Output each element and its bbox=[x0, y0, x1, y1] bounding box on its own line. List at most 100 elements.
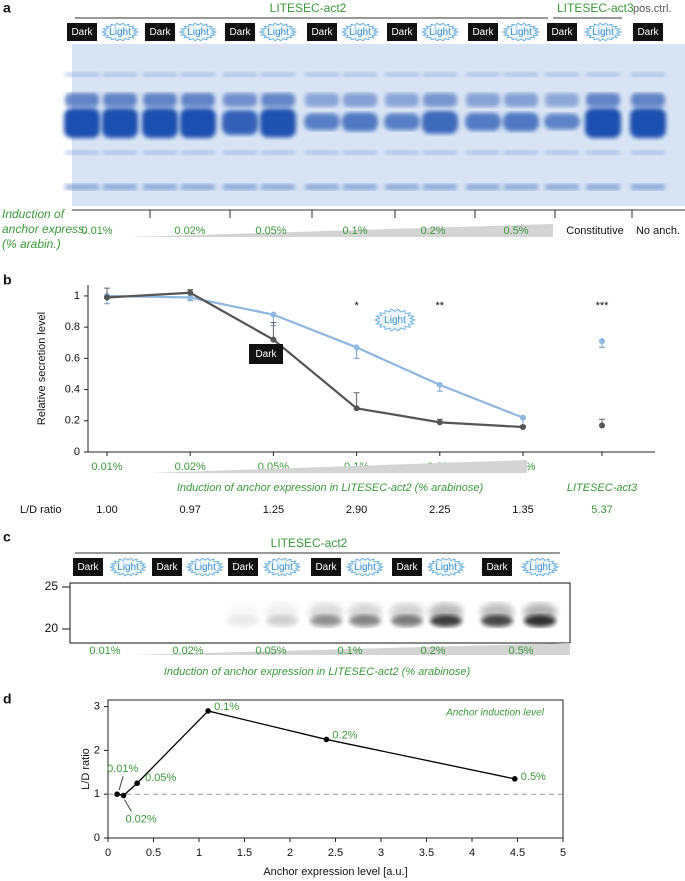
induction-level: 0.05% bbox=[255, 225, 286, 237]
light-badge bbox=[501, 22, 541, 42]
series-line bbox=[116, 710, 515, 797]
y-tick-label: 1 bbox=[74, 290, 80, 302]
gel-band bbox=[65, 184, 99, 190]
significance: ** bbox=[436, 300, 445, 312]
panel-label: b bbox=[3, 272, 12, 288]
y-tick-label: 2 bbox=[94, 744, 100, 756]
gel-band bbox=[65, 150, 99, 155]
light-badge bbox=[100, 22, 140, 42]
dark-badge bbox=[547, 23, 577, 41]
induction-level: 0.5% bbox=[503, 225, 528, 237]
leader bbox=[124, 799, 132, 812]
dark-badge bbox=[482, 558, 512, 576]
gel-band bbox=[343, 72, 377, 77]
gel-band bbox=[631, 150, 665, 155]
x-tick-label: 2.5 bbox=[328, 847, 343, 859]
data-point bbox=[114, 791, 120, 797]
dark-badge bbox=[225, 23, 255, 41]
data-point bbox=[120, 792, 127, 799]
x-tick-label: 4 bbox=[469, 847, 475, 859]
data-point bbox=[511, 776, 518, 782]
gel-band bbox=[423, 184, 457, 190]
gel-band bbox=[385, 184, 419, 190]
gel-band bbox=[545, 93, 579, 107]
badge-label: Light bbox=[529, 562, 551, 573]
data-point bbox=[323, 736, 330, 743]
induction-level: 0.5% bbox=[508, 645, 533, 657]
induction-wedge bbox=[150, 460, 527, 473]
badge-label: Light bbox=[187, 27, 209, 38]
dark-badge bbox=[311, 558, 341, 576]
light-badge bbox=[262, 557, 302, 577]
group-title: LITESEC-act2 bbox=[270, 1, 347, 15]
induction-level: 0.1% bbox=[337, 645, 362, 657]
induction-wedge bbox=[130, 224, 553, 237]
induction-label: Induction of bbox=[2, 207, 66, 221]
gel-band bbox=[466, 150, 500, 155]
dark-badge bbox=[468, 23, 498, 41]
gel-band bbox=[385, 150, 419, 155]
gel-band bbox=[504, 150, 538, 155]
gel-band bbox=[103, 184, 137, 190]
gel-band bbox=[423, 93, 457, 107]
gel-band bbox=[223, 72, 257, 77]
gel-band bbox=[631, 72, 665, 77]
gel-band bbox=[305, 72, 339, 77]
x-tick-label: 4.5 bbox=[510, 847, 525, 859]
badge-label: Dark bbox=[156, 562, 178, 573]
gel-band bbox=[222, 110, 258, 135]
x-tick-label: LITESEC-act3 bbox=[567, 482, 638, 494]
data-point bbox=[205, 708, 211, 714]
gel-band bbox=[545, 184, 579, 190]
light-badge bbox=[420, 22, 460, 42]
gel-band bbox=[305, 93, 339, 107]
group-title: pos.ctrl. bbox=[633, 3, 672, 15]
badge-label: Light bbox=[267, 27, 289, 38]
data-point bbox=[436, 381, 443, 388]
panel-label: c bbox=[3, 529, 11, 545]
gel-band bbox=[466, 184, 500, 190]
light-badge bbox=[340, 22, 380, 42]
badge-label: Dark bbox=[472, 27, 494, 38]
gel-band bbox=[504, 184, 538, 190]
gel-band bbox=[143, 93, 177, 107]
gel-band bbox=[630, 108, 666, 138]
badge-label: Light bbox=[354, 562, 376, 573]
ld-ratio: 5.37 bbox=[591, 504, 612, 516]
induction-level: 0.01% bbox=[89, 645, 120, 657]
badge-label: Dark bbox=[396, 562, 418, 573]
light-badge bbox=[185, 557, 225, 577]
gel-band bbox=[261, 184, 295, 190]
ld-ratio: 1.35 bbox=[512, 504, 533, 516]
badge-label: Light bbox=[384, 315, 406, 326]
dark-badge bbox=[228, 558, 258, 576]
group-title: LITESEC-act3 bbox=[557, 1, 634, 15]
gel-band bbox=[142, 108, 178, 138]
badge-label: Dark bbox=[232, 562, 254, 573]
dark-badge bbox=[73, 558, 103, 576]
induction-label: anchor express. bbox=[2, 222, 87, 236]
badge-label: Dark bbox=[77, 562, 99, 573]
badge-label: Light bbox=[510, 27, 532, 38]
gel-band bbox=[103, 72, 137, 77]
gel-band bbox=[143, 184, 177, 190]
data-point bbox=[270, 336, 277, 343]
light-badge bbox=[426, 557, 466, 577]
gel-band bbox=[343, 150, 377, 155]
blot-band bbox=[310, 615, 342, 627]
gel-band bbox=[423, 72, 457, 77]
dark-badge bbox=[307, 23, 337, 41]
gel-band bbox=[385, 93, 419, 107]
gel-band bbox=[181, 93, 215, 107]
ld-ratio: 2.90 bbox=[346, 504, 367, 516]
x-tick-label: 3 bbox=[378, 847, 384, 859]
ld-ratio: 1.25 bbox=[263, 504, 284, 516]
blot-band bbox=[524, 615, 556, 627]
gel-band bbox=[64, 108, 100, 138]
ld-ratio: 0.97 bbox=[179, 504, 200, 516]
gel-band bbox=[422, 110, 458, 134]
induction-level: 0.01% bbox=[81, 225, 112, 237]
y-tick-label: 0.2 bbox=[65, 415, 80, 427]
gel-band bbox=[504, 93, 538, 107]
